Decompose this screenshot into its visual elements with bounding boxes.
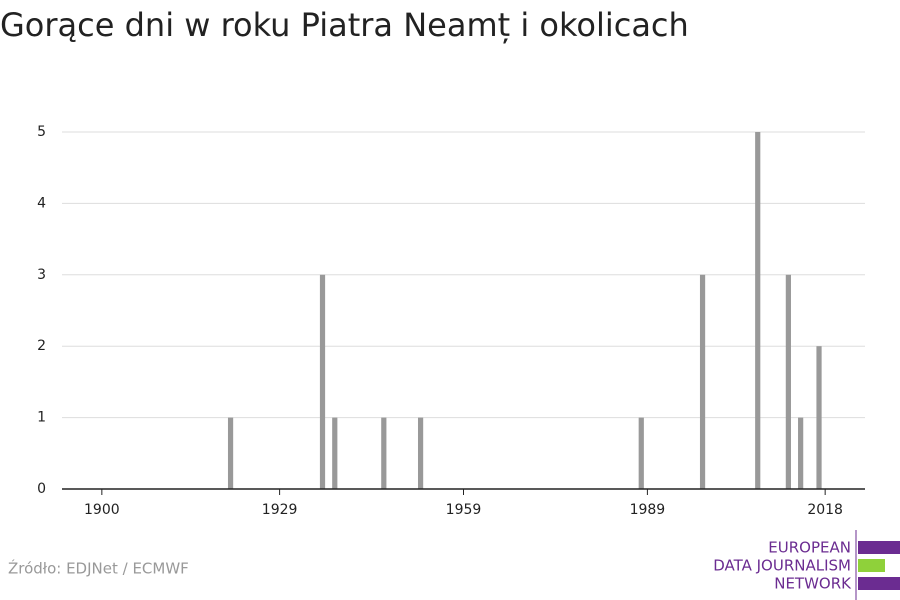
x-tick-label: 1989: [630, 502, 666, 518]
logo-text: NETWORK: [774, 575, 852, 593]
logo-bar: [858, 541, 900, 554]
logo-text: DATA JOURNALISM: [713, 557, 851, 575]
bar: [699, 274, 706, 489]
x-tick-label: 1959: [446, 502, 482, 518]
source: Źródło: EDJNet / ECMWF: [8, 559, 189, 578]
bar: [638, 417, 644, 489]
bar: [798, 417, 804, 489]
y-tick-label: 2: [37, 338, 46, 354]
y-tick-label: 4: [37, 195, 46, 211]
bar: [417, 417, 424, 489]
x-tick-label: 2018: [807, 502, 843, 518]
bar: [816, 346, 822, 489]
bar: [755, 132, 761, 489]
bar: [227, 417, 234, 489]
y-tick-label: 0: [37, 481, 46, 497]
y-tick-label: 1: [37, 410, 46, 426]
logo-bar: [858, 559, 885, 572]
y-tick-label: 5: [37, 124, 46, 140]
x-tick-label: 1900: [84, 502, 120, 518]
y-tick-label: 3: [37, 267, 46, 283]
bar: [319, 274, 326, 489]
bar: [381, 417, 387, 489]
x-tick-label: 1929: [262, 502, 298, 518]
logo-bar: [858, 577, 900, 590]
logo: EUROPEAN DATA JOURNALISM NETWORK: [713, 530, 900, 600]
bar: [785, 274, 791, 489]
chart-title: Gorące dni w roku Piatra Neamț i okolica…: [0, 6, 689, 44]
logo-text: EUROPEAN: [768, 539, 851, 557]
bar: [332, 417, 338, 489]
